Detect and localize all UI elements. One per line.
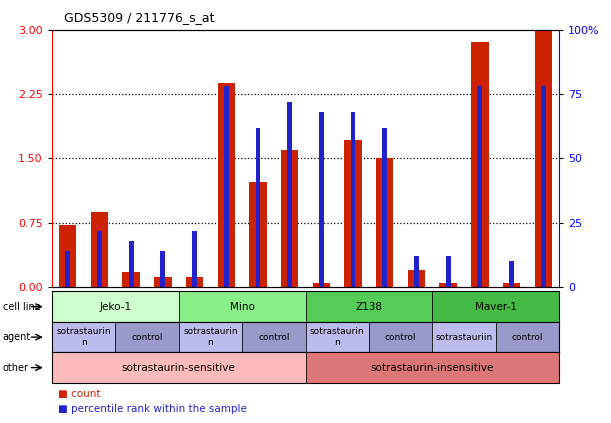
Text: control: control <box>258 332 290 342</box>
Bar <box>319 112 324 287</box>
Bar <box>376 159 393 287</box>
Bar <box>471 42 489 287</box>
Bar <box>52 352 306 383</box>
Text: sotrastauriin: sotrastauriin <box>436 332 492 342</box>
Bar <box>382 127 387 287</box>
Text: agent: agent <box>2 332 31 342</box>
Bar <box>345 140 362 287</box>
Bar <box>369 322 433 352</box>
Bar <box>445 256 450 287</box>
Bar <box>97 231 102 287</box>
Text: sotrastaurin
n: sotrastaurin n <box>310 327 365 347</box>
Bar <box>179 291 306 322</box>
Bar <box>477 86 482 287</box>
Text: Maver-1: Maver-1 <box>475 302 517 312</box>
Bar <box>59 225 76 287</box>
Bar <box>154 277 172 287</box>
Bar <box>287 102 292 287</box>
Bar <box>242 322 306 352</box>
Bar <box>503 283 520 287</box>
Text: ■ count: ■ count <box>58 389 101 399</box>
Bar <box>52 291 179 322</box>
Text: Mino: Mino <box>230 302 255 312</box>
Bar <box>351 112 356 287</box>
Text: sotrastaurin-sensitive: sotrastaurin-sensitive <box>122 363 236 373</box>
Text: sotrastaurin
n: sotrastaurin n <box>183 327 238 347</box>
Bar <box>179 322 242 352</box>
Bar <box>509 261 514 287</box>
Bar <box>433 322 496 352</box>
Text: GDS5309 / 211776_s_at: GDS5309 / 211776_s_at <box>64 11 214 24</box>
Bar <box>255 127 260 287</box>
Bar <box>306 352 559 383</box>
Bar <box>224 86 229 287</box>
Text: Z138: Z138 <box>356 302 382 312</box>
Text: other: other <box>2 363 29 373</box>
Text: control: control <box>511 332 543 342</box>
Bar <box>122 272 140 287</box>
Text: control: control <box>385 332 416 342</box>
Bar <box>439 283 457 287</box>
Text: sotrastaurin
n: sotrastaurin n <box>56 327 111 347</box>
Bar <box>306 291 433 322</box>
Bar <box>306 322 369 352</box>
Bar <box>433 291 559 322</box>
Text: ■ percentile rank within the sample: ■ percentile rank within the sample <box>58 404 247 415</box>
Bar <box>192 231 197 287</box>
Bar <box>91 212 108 287</box>
Bar <box>65 251 70 287</box>
Text: cell line: cell line <box>2 302 40 312</box>
Bar <box>161 251 166 287</box>
Bar <box>313 283 330 287</box>
Bar <box>408 270 425 287</box>
Bar <box>186 277 203 287</box>
Text: sotrastaurin-insensitive: sotrastaurin-insensitive <box>371 363 494 373</box>
Bar <box>496 322 559 352</box>
Bar <box>115 322 179 352</box>
Bar <box>414 256 419 287</box>
Bar <box>218 83 235 287</box>
Text: Jeko-1: Jeko-1 <box>99 302 131 312</box>
Bar <box>249 182 266 287</box>
Text: control: control <box>131 332 163 342</box>
Bar <box>281 150 298 287</box>
Bar <box>541 86 546 287</box>
Bar <box>129 241 134 287</box>
Bar <box>52 322 115 352</box>
Bar <box>535 30 552 287</box>
